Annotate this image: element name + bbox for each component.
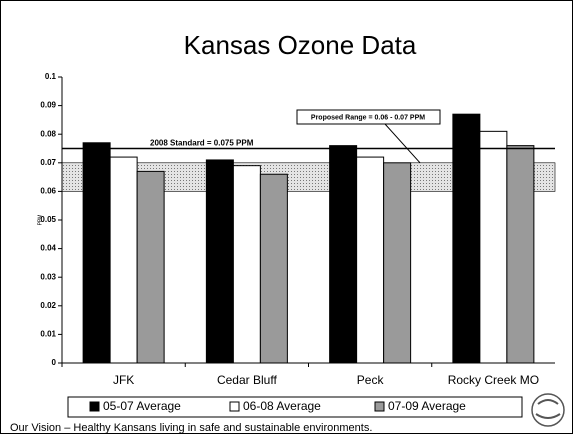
y-tick-label: 0.07: [40, 158, 56, 167]
bar: [383, 162, 412, 364]
y-tick-label: 0.09: [40, 101, 56, 110]
legend-box: [67, 396, 523, 418]
x-tick-label: Peck: [357, 373, 385, 387]
legend-label: 06-08 Average: [243, 399, 321, 413]
bar: [506, 145, 535, 364]
y-tick-label: 0.01: [40, 330, 56, 339]
y-tick-label: 0.05: [40, 215, 56, 224]
band-arrow: [384, 123, 421, 164]
y-tick-label: 0.1: [45, 72, 57, 81]
bar: [479, 130, 508, 364]
reference-line-label: 2008 Standard = 0.075 PPM: [150, 139, 254, 148]
y-tick-label: 0.08: [40, 129, 56, 138]
y-tick-label: 0.06: [40, 187, 56, 196]
x-tick-label: JFK: [113, 373, 134, 387]
logo: [531, 393, 565, 427]
bar: [259, 173, 288, 364]
legend-label: 07-09 Average: [388, 399, 466, 413]
bar: [205, 159, 234, 364]
legend-swatch: [374, 401, 385, 412]
bar: [452, 113, 481, 364]
x-tick-label: Rocky Creek MO: [448, 373, 539, 387]
legend-swatch: [229, 401, 240, 412]
y-tick-label: 0.03: [40, 272, 56, 281]
band-label: Proposed Range = 0.06 - 0.07 PPM: [311, 114, 425, 121]
bar: [329, 145, 358, 364]
y-tick-label: 0.02: [40, 301, 56, 310]
chart-title: Kansas Ozone Data: [184, 30, 417, 60]
x-tick-label: Cedar Bluff: [217, 373, 277, 387]
y-tick-label: 0.04: [40, 244, 56, 253]
y-tick-label: 0: [52, 358, 57, 367]
y-axis-label: PPM: [37, 215, 43, 226]
band-label-box: [296, 109, 441, 125]
bar: [232, 165, 261, 364]
bar: [109, 156, 138, 364]
footer: Our Vision – Healthy Kansans living in s…: [10, 422, 372, 434]
legend-swatch: [89, 401, 100, 412]
bar: [356, 156, 385, 364]
bar: [82, 142, 111, 364]
bar: [136, 170, 165, 364]
legend-label: 05-07 Average: [103, 399, 181, 413]
